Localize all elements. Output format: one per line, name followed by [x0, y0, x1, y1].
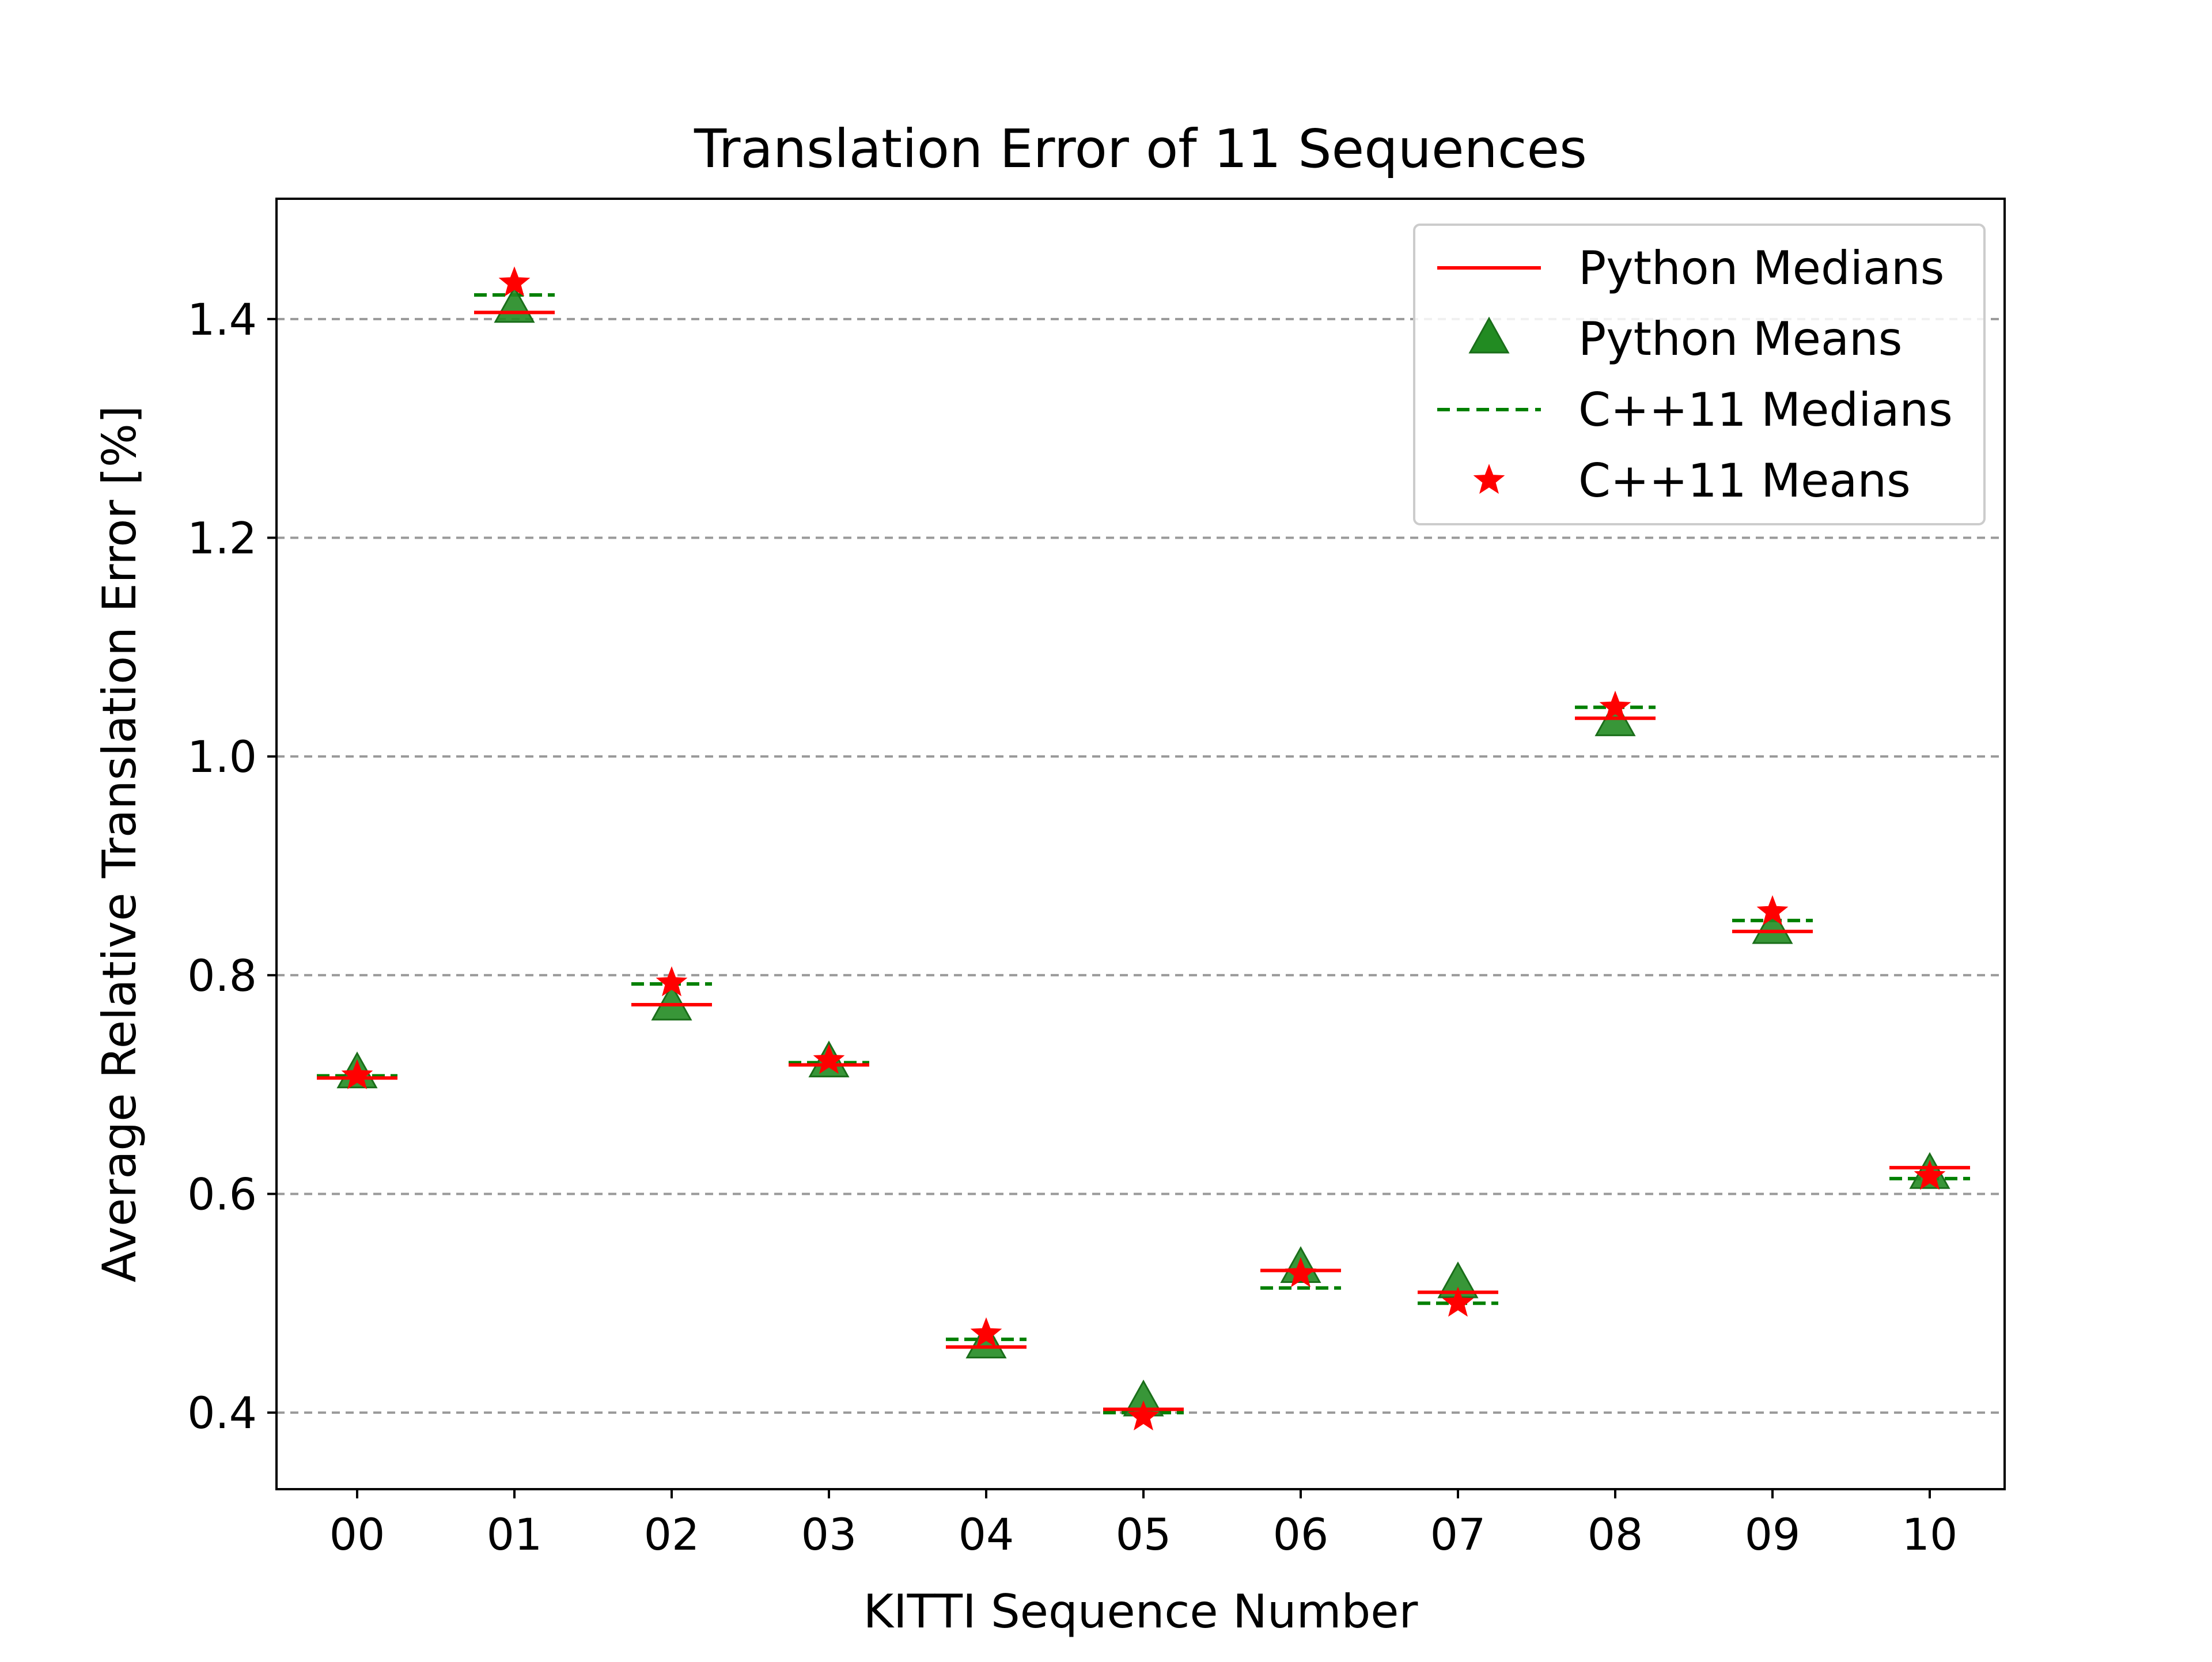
python-mean-marker — [1752, 907, 1793, 944]
cpp-mean-marker — [1756, 895, 1789, 925]
cpp-mean-marker — [970, 1317, 1002, 1347]
data-marks — [317, 266, 1970, 1430]
y-tick-label: 1.0 — [187, 731, 257, 782]
legend-label: C++11 Means — [1578, 454, 1911, 508]
legend-cpp-mean-swatch — [1473, 464, 1505, 494]
cpp-mean-marker — [1599, 690, 1631, 721]
x-tick-label: 08 — [1588, 1509, 1643, 1560]
x-tick-label: 00 — [329, 1509, 385, 1560]
axis-ticks: 0.4 0.6 0.8 1.0 1.2 1.4 00 01 02 03 04 05 06 07 08 09 10 — [187, 294, 1957, 1560]
y-tick-label: 1.4 — [187, 294, 257, 345]
y-tick-label: 1.2 — [187, 512, 257, 563]
cpp-mean-marker — [1442, 1286, 1474, 1317]
x-tick-label: 07 — [1430, 1509, 1486, 1560]
chart-title: Translation Error of 11 Sequences — [694, 118, 1587, 180]
x-tick-label: 01 — [487, 1509, 543, 1560]
python-mean-marker — [651, 983, 692, 1021]
y-tick-label: 0.6 — [187, 1168, 257, 1220]
cpp-mean-marker — [1914, 1160, 1946, 1190]
x-tick-label: 10 — [1902, 1509, 1958, 1560]
legend-label: C++11 Medians — [1578, 383, 1953, 437]
cpp-mean-marker — [341, 1059, 373, 1089]
cpp-mean-marker — [1285, 1257, 1317, 1288]
x-tick-label: 06 — [1273, 1509, 1329, 1560]
legend-label: Python Medians — [1578, 241, 1944, 295]
legend-label: Python Means — [1578, 312, 1902, 366]
x-tick-label: 03 — [801, 1509, 857, 1560]
legend-python-mean-swatch — [1468, 316, 1510, 354]
cpp-mean-marker — [813, 1044, 845, 1074]
y-axis-label: Average Relative Translation Error [%] — [93, 406, 146, 1282]
legend: Python Medians Python Means C++11 Medians C… — [1413, 224, 1986, 525]
x-tick-label: 04 — [959, 1509, 1014, 1560]
x-axis-label: KITTI Sequence Number — [863, 1585, 1418, 1638]
cpp-mean-marker — [656, 966, 688, 997]
x-tick-label: 05 — [1116, 1509, 1172, 1560]
y-tick-label: 0.4 — [187, 1387, 257, 1438]
x-tick-label: 09 — [1745, 1509, 1801, 1560]
x-tick-label: 02 — [644, 1509, 700, 1560]
legend-box — [1413, 224, 1986, 525]
plot-frame — [275, 198, 2006, 1490]
cpp-mean-marker — [498, 266, 531, 297]
y-tick-label: 0.8 — [187, 950, 257, 1001]
cpp-mean-marker — [1127, 1400, 1160, 1430]
